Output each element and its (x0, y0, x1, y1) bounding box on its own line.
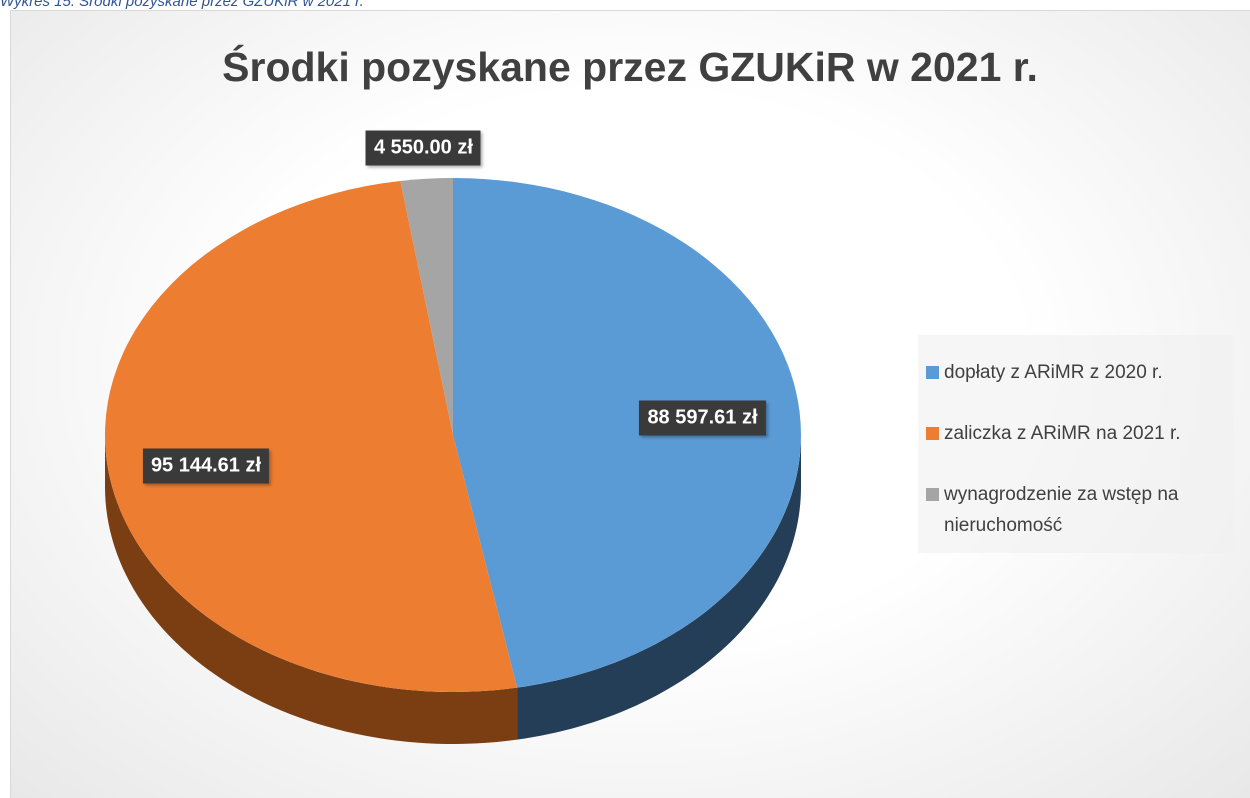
slice-side (517, 435, 801, 740)
legend-entry: dopłaty z ARiMR z 2020 r. (926, 357, 1226, 388)
legend-swatch (926, 488, 939, 501)
slice (104, 180, 518, 693)
slice (400, 178, 453, 435)
legend-swatch (926, 366, 939, 379)
legend-label: wynagrodzenie za wstęp na nieruchomość (944, 484, 1179, 536)
slice-side (105, 435, 518, 744)
caption: Wykres 15. Środki pozyskane przez GZUKiR… (0, 0, 364, 10)
legend-swatch (926, 427, 939, 440)
legend-label: dopłaty z ARiMR z 2020 r. (944, 362, 1163, 383)
legend-label: zaliczka z ARiMR na 2021 r. (944, 423, 1181, 444)
legend-entry: wynagrodzenie za wstęp na nieruchomość (926, 479, 1226, 541)
legend-entry: zaliczka z ARiMR na 2021 r. (926, 418, 1226, 449)
data-label: 88 597.61 zł (639, 400, 766, 436)
data-label: 95 144.61 zł (142, 448, 270, 484)
chart-title: Środki pozyskane przez GZUKiR w 2021 r. (222, 44, 1038, 90)
data-label: 4 550.00 zł (365, 130, 481, 166)
legend: dopłaty z ARiMR z 2020 r. zaliczka z ARiM… (918, 335, 1234, 553)
slice (453, 178, 801, 688)
